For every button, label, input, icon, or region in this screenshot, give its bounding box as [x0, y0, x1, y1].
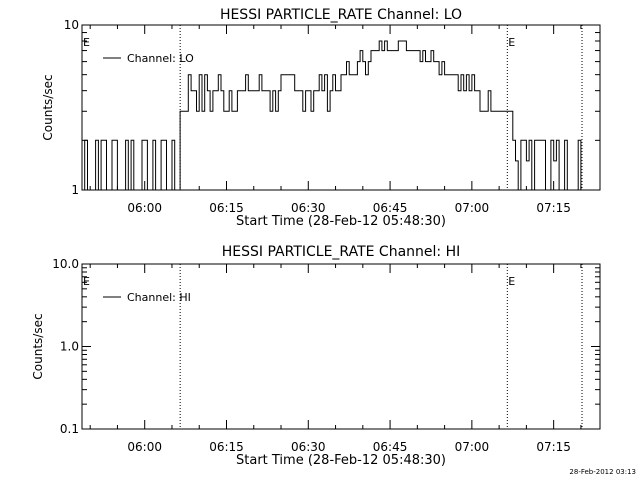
chart-title: HESSI PARTICLE_RATE Channel: HI: [222, 244, 460, 260]
x-tick-label: 06:45: [373, 201, 408, 215]
footer-timestamp: 28-Feb-2012 03:13: [569, 468, 636, 476]
x-tick-label: 06:45: [373, 440, 408, 454]
x-tick-label: 07:00: [455, 440, 490, 454]
x-tick-label: 06:00: [127, 440, 162, 454]
x-tick-label: 06:30: [291, 201, 326, 215]
series-line-0: [82, 40, 600, 191]
x-tick-label: 07:15: [536, 201, 571, 215]
x-axis-label: Start Time (28-Feb-12 05:48:30): [236, 453, 446, 468]
x-axis-label: Start Time (28-Feb-12 05:48:30): [236, 214, 446, 229]
x-tick-label: 06:15: [209, 440, 244, 454]
x-tick-label: 06:00: [127, 201, 162, 215]
chart-title: HESSI PARTICLE_RATE Channel: LO: [220, 7, 462, 23]
event-flag-label: E: [83, 36, 90, 49]
event-flag-label: E: [508, 275, 515, 288]
y-tick-label: 0.1: [60, 422, 79, 436]
plot-frame: [81, 24, 601, 191]
legend-label: Channel: HI: [127, 291, 191, 304]
y-axis-label: Counts/sec: [31, 313, 45, 379]
plot-frame: [81, 263, 601, 430]
y-tick-label: 10.0: [52, 257, 79, 271]
x-tick-label: 06:15: [209, 201, 244, 215]
y-tick-label: 1: [71, 183, 79, 197]
panel-hi: HESSI PARTICLE_RATE Channel: HI Start Tim…: [31, 244, 601, 468]
event-flag-label: E: [83, 275, 90, 288]
y-tick-label: 1.0: [60, 340, 79, 354]
x-tick-label: 07:00: [455, 201, 490, 215]
event-flag-label: E: [508, 36, 515, 49]
legend-label: Channel: LO: [127, 52, 194, 65]
y-axis-label: Counts/sec: [41, 74, 55, 140]
panel-lo: HESSI PARTICLE_RATE Channel: LO Start Tim…: [41, 7, 601, 229]
x-tick-label: 07:15: [536, 440, 571, 454]
x-tick-label: 06:30: [291, 440, 326, 454]
y-tick-label: 10: [64, 18, 79, 32]
